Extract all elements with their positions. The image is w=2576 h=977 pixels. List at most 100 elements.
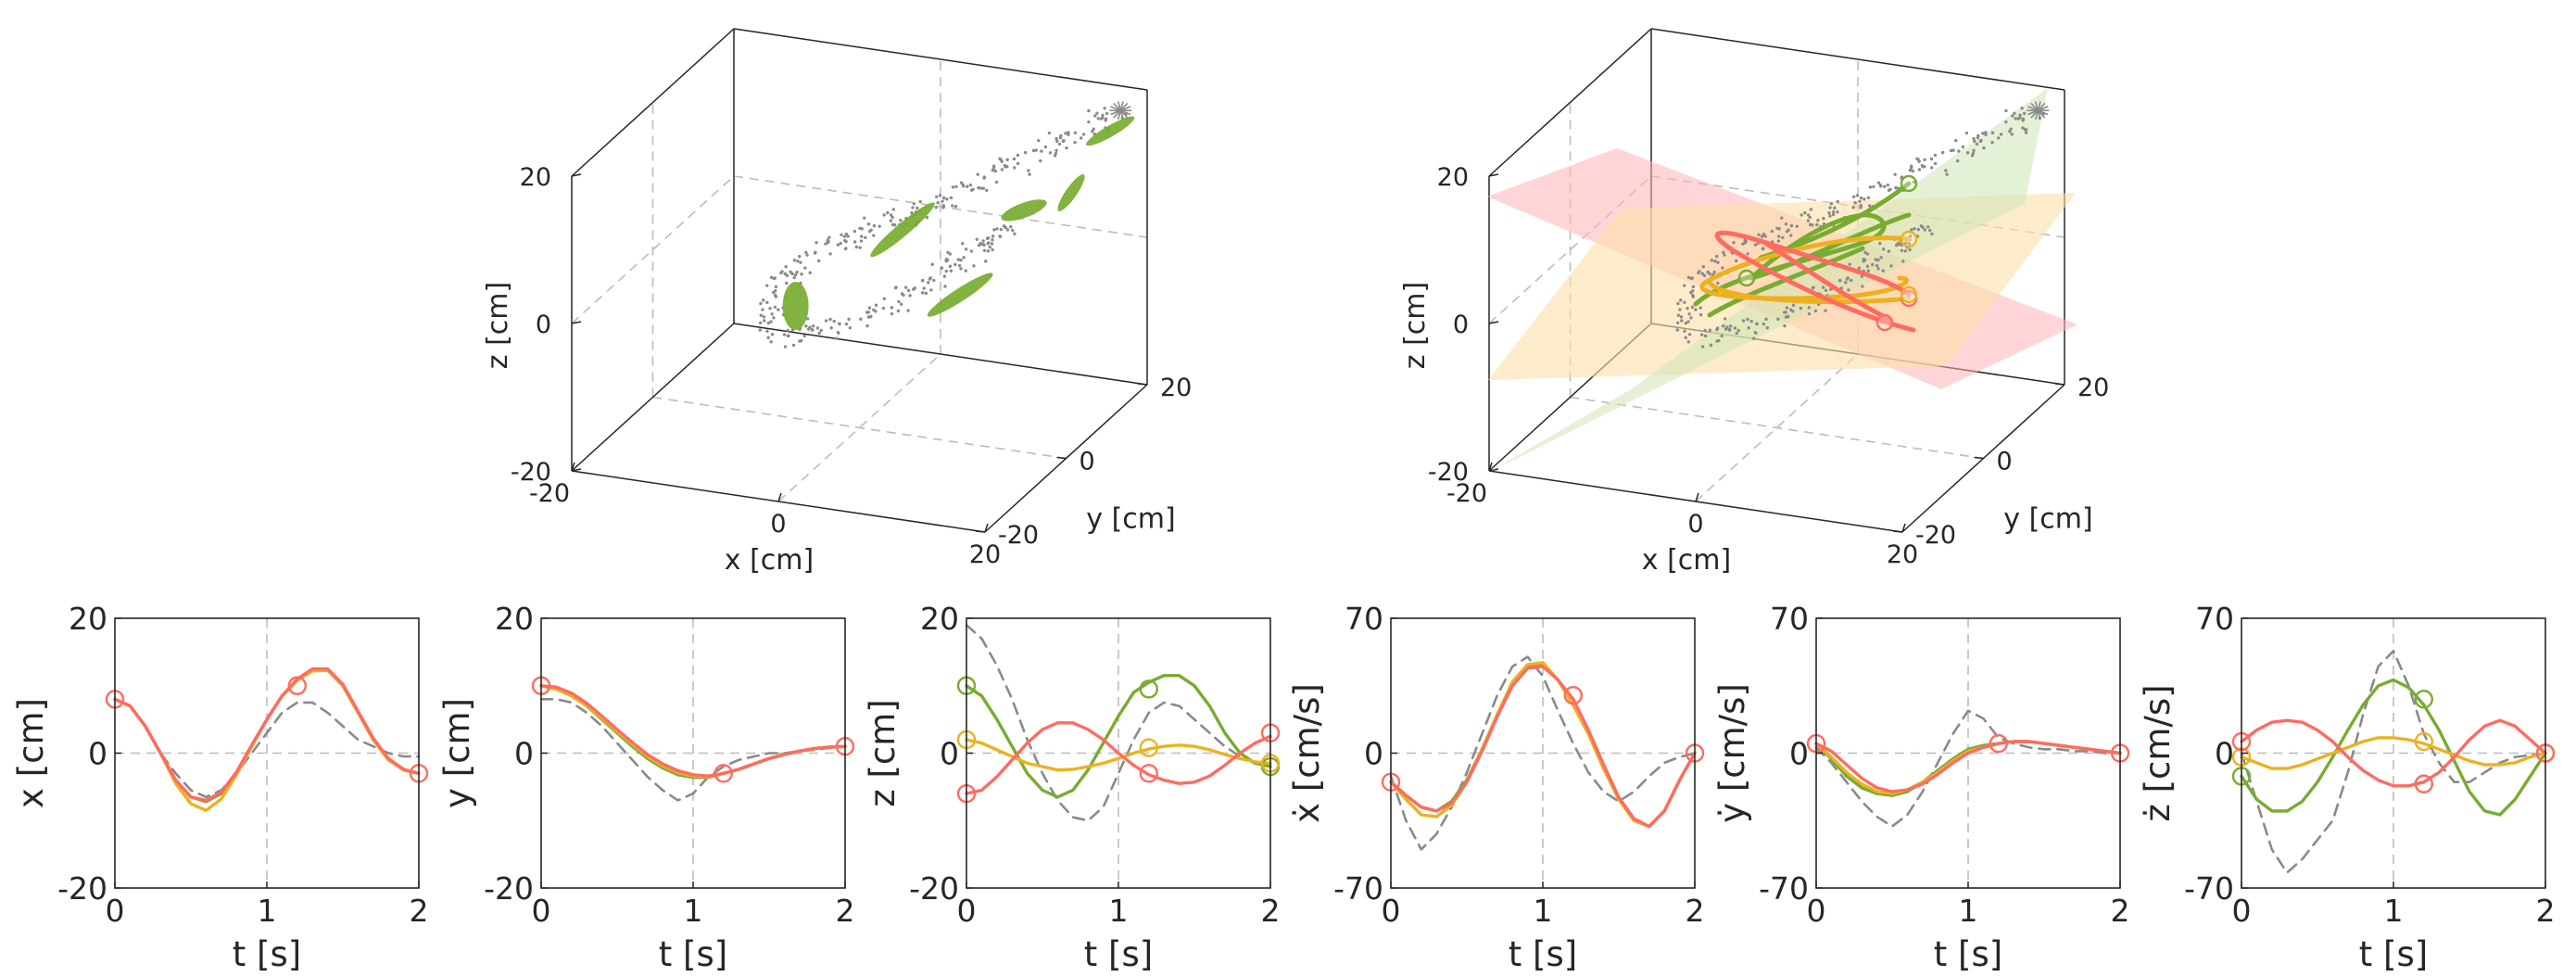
demonstration-point	[1909, 164, 1913, 168]
y-axis-label: y [cm]	[437, 698, 477, 808]
demonstration-point	[912, 202, 916, 206]
demonstration-point	[1866, 196, 1871, 200]
demonstration-point	[1893, 172, 1897, 176]
grid-line	[777, 353, 941, 502]
demonstration-point	[773, 305, 777, 310]
y-tick-label: 0	[1080, 448, 1095, 476]
demonstration-point	[1016, 153, 1020, 158]
demonstration-point	[981, 242, 985, 247]
demonstration-point	[824, 242, 827, 246]
demonstration-point	[844, 239, 848, 244]
demonstration-point	[893, 223, 897, 227]
demonstration-point	[1799, 213, 1803, 217]
demonstration-point	[906, 309, 910, 312]
demonstration-point	[1000, 159, 1004, 163]
demonstration-point	[1002, 224, 1006, 228]
y-tick-label: 0	[1789, 736, 1809, 772]
demonstration-point	[1972, 136, 1976, 141]
demonstration-point	[1708, 328, 1712, 332]
via-point-marker-red	[1875, 313, 1894, 332]
demonstration-point	[1708, 272, 1711, 276]
demonstration-point	[972, 264, 976, 268]
demonstration-point	[811, 324, 815, 328]
demonstration-point	[927, 281, 930, 285]
demonstration-point	[986, 249, 991, 253]
demonstration-point	[792, 259, 797, 262]
demonstration-point	[1698, 312, 1703, 317]
demonstration-point	[1005, 158, 1009, 161]
demonstration-point	[961, 241, 965, 246]
demonstration-point	[772, 276, 776, 281]
demonstration-point	[1907, 242, 1912, 246]
y-tick-mark	[1137, 383, 1148, 386]
demonstration-point	[1863, 197, 1866, 201]
demonstration-point	[1929, 157, 1934, 161]
gaussian-ellipsoid	[1086, 116, 1135, 146]
series-line-yellow	[965, 738, 1272, 772]
demonstration-point	[1700, 272, 1704, 276]
demonstration-point	[1956, 159, 1960, 163]
demonstration-point	[1005, 228, 1010, 232]
demonstration-line	[1814, 709, 2122, 828]
demonstration-point	[1710, 259, 1714, 262]
demonstration-point	[1973, 139, 1976, 144]
demonstration-point	[1043, 145, 1048, 149]
demonstration-point	[918, 199, 922, 204]
demonstration-point	[1887, 188, 1891, 193]
demonstration-point	[951, 185, 955, 189]
demonstration-point	[1970, 154, 1975, 158]
demonstration-point	[1883, 184, 1887, 188]
demonstration-point	[1034, 148, 1038, 152]
demonstration-point	[848, 325, 852, 330]
demonstration-point	[1861, 285, 1864, 288]
series-line-red	[113, 666, 421, 803]
demonstration-point	[1720, 334, 1724, 338]
demonstration-point	[957, 263, 962, 268]
demonstration-point	[962, 184, 966, 188]
demonstration-point	[934, 206, 938, 209]
demonstration-point	[1678, 298, 1683, 302]
demonstration-point	[1990, 141, 1994, 145]
demonstration-point	[832, 319, 836, 324]
trajectory-yellow	[1707, 280, 1912, 305]
y-tick-label: 0	[88, 736, 107, 772]
demonstration-point	[964, 269, 967, 273]
demonstration-point	[797, 254, 802, 259]
demonstration-line	[1389, 655, 1697, 851]
demonstration-point	[811, 328, 814, 332]
demonstration-point	[1067, 131, 1070, 134]
trajectory-red	[1714, 230, 1916, 333]
x-tick-label: 0	[532, 893, 551, 929]
series-line-green	[2240, 678, 2547, 817]
x-tick-label: 0	[1807, 893, 1826, 929]
demonstration-point	[1999, 133, 2003, 136]
x-axis-label: t [s]	[2359, 934, 2428, 974]
demonstration-point	[899, 218, 903, 222]
demonstration-point	[1933, 153, 1938, 158]
x-tick-label: 0	[957, 893, 977, 929]
demonstration-point	[1080, 136, 1083, 140]
demonstration-point	[925, 216, 929, 220]
demonstration-point	[1789, 234, 1793, 237]
trajectory-red	[1762, 240, 1893, 323]
demonstration-point	[844, 232, 849, 236]
demonstration-point	[867, 306, 872, 310]
demonstration-point	[945, 197, 949, 201]
demonstration-point	[1824, 288, 1828, 292]
demonstration-point	[1686, 306, 1689, 311]
demonstration-point	[2024, 131, 2028, 134]
demonstration-point	[944, 260, 948, 263]
demonstration-point	[1857, 266, 1862, 270]
demonstration-point	[766, 321, 771, 325]
demonstration-point	[1684, 321, 1688, 325]
x-axis-label: t [s]	[233, 934, 301, 974]
demonstration-point	[899, 302, 903, 306]
demonstration-point	[903, 285, 908, 289]
demonstration-point	[1916, 227, 1921, 232]
demonstration-point	[863, 216, 866, 220]
series-line-red	[1389, 665, 1697, 829]
demonstration-point	[758, 328, 762, 332]
demonstration-point	[1714, 254, 1719, 259]
